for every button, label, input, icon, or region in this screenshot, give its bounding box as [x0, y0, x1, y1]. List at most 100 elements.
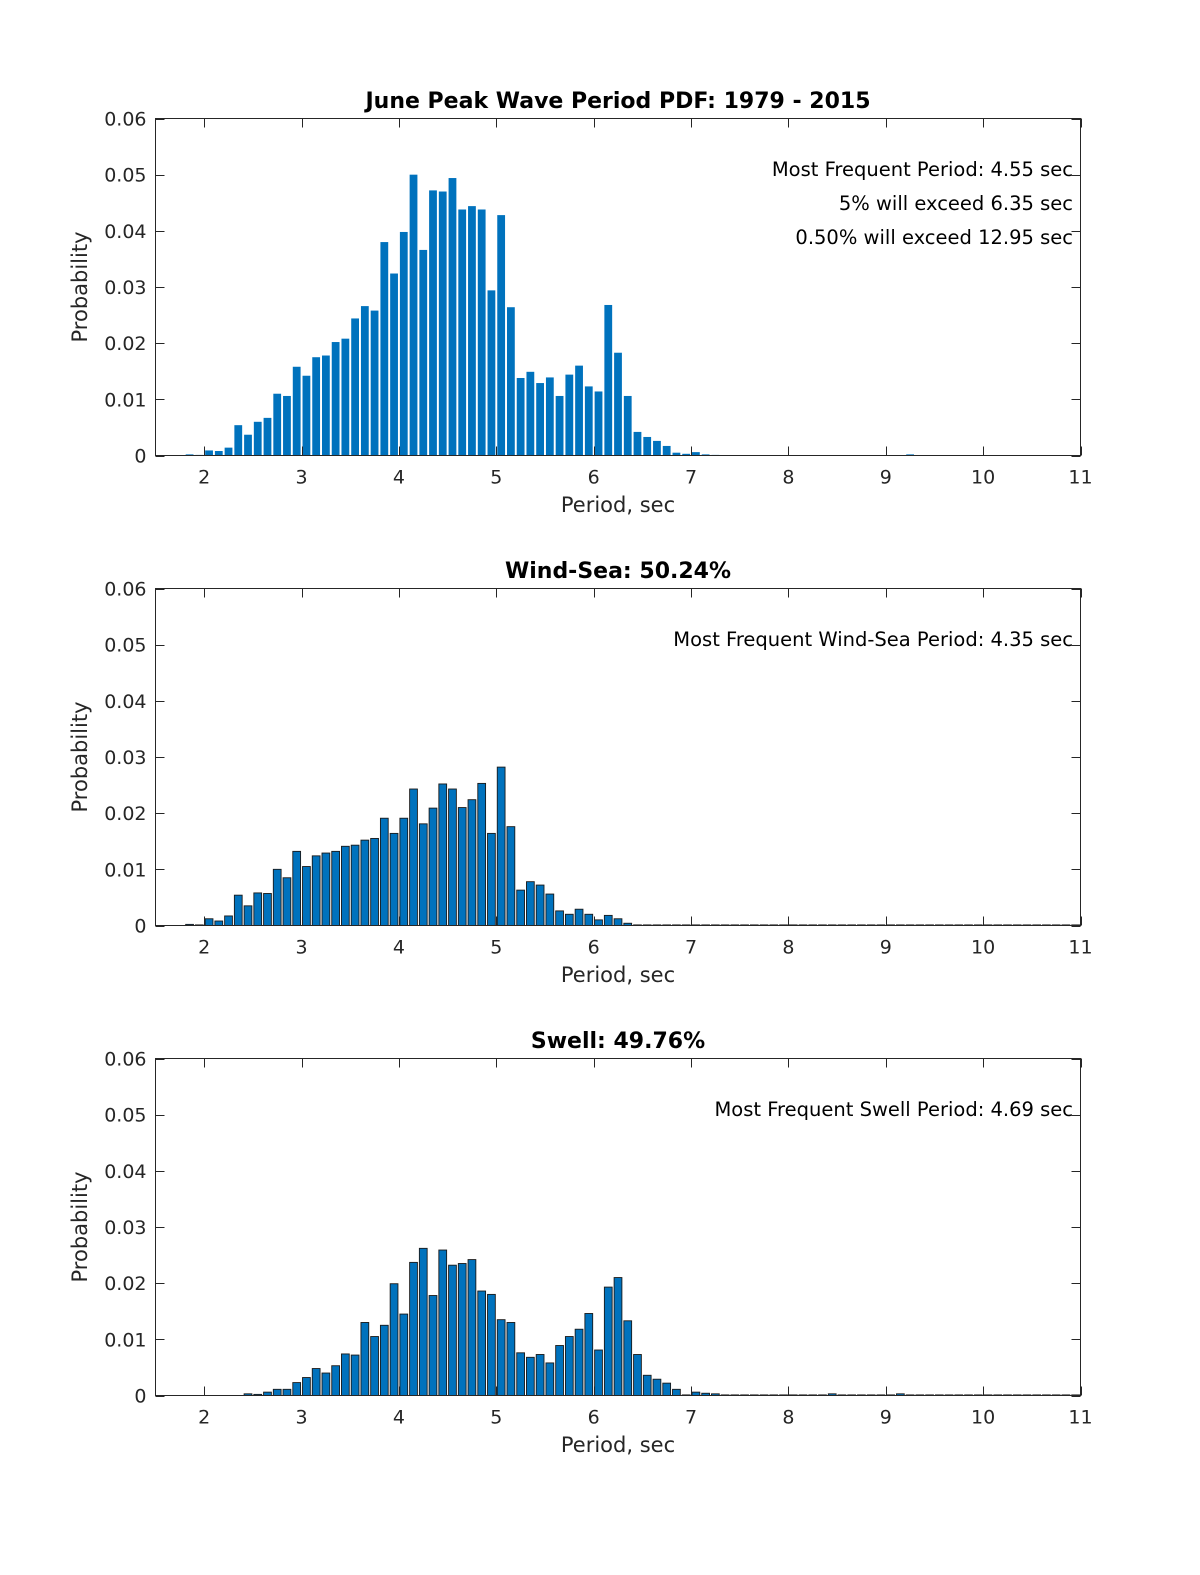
x-axis-label: Period, sec	[561, 493, 675, 517]
y-tick-labels: 0 0.01 0.02 0.03 0.04 0.05 0.06	[104, 1049, 146, 1408]
y-tick-label: 0.02	[104, 333, 146, 355]
bar	[535, 884, 545, 926]
x-tick-label: 9	[880, 937, 892, 959]
bar	[419, 249, 428, 456]
bar	[448, 788, 457, 926]
x-tick-label: 7	[685, 467, 697, 489]
bar	[390, 273, 398, 456]
bar	[185, 454, 194, 456]
bar	[389, 832, 399, 926]
x-tick-labels: 2 3 4 5 6 7 8 9 10 11	[198, 1407, 1092, 1429]
bar	[555, 910, 564, 926]
bar	[282, 877, 292, 926]
bar	[273, 393, 282, 456]
y-axis-label: Probability	[68, 231, 92, 342]
bar	[692, 452, 700, 456]
x-tick-label: 10	[971, 467, 995, 489]
axis-ticks	[155, 588, 1082, 927]
bar	[653, 440, 661, 456]
bar	[565, 374, 574, 456]
x-tick-label: 11	[1068, 1407, 1092, 1429]
bar	[574, 1328, 584, 1396]
bar	[467, 1259, 477, 1396]
bar	[545, 377, 554, 456]
bar	[253, 892, 263, 926]
x-tick-label: 3	[296, 1407, 308, 1429]
bar	[243, 905, 253, 926]
bar-series	[185, 766, 1080, 926]
x-tick-label: 2	[198, 1407, 210, 1429]
axis-ticks	[155, 118, 1082, 457]
panel-overall: June Peak Wave Period PDF: 1979 - 2015 2…	[68, 89, 1093, 517]
x-tick-label: 8	[782, 937, 794, 959]
bar-series	[185, 174, 914, 456]
bar	[672, 1388, 681, 1396]
bar	[370, 837, 379, 926]
x-tick-label: 9	[880, 467, 892, 489]
bar	[594, 919, 603, 926]
panel-wind-sea: Wind-Sea: 50.24% 2 3 4 5 6 7 8 9 10 11 00.010.020…	[68, 559, 1093, 987]
bar	[614, 352, 622, 456]
bar	[438, 783, 448, 926]
bar	[428, 1295, 438, 1396]
bar	[487, 832, 496, 926]
bar	[496, 766, 506, 926]
bar	[662, 445, 671, 456]
annotation-most-frequent-wind-sea: Most Frequent Wind-Sea Period: 4.35 sec	[673, 628, 1073, 651]
x-tick-label: 5	[490, 467, 502, 489]
bar	[428, 807, 438, 926]
bar	[234, 425, 243, 456]
y-tick-label: 0.03	[104, 1217, 146, 1239]
x-tick-label: 6	[588, 467, 600, 489]
bar	[341, 845, 350, 926]
bar	[564, 913, 574, 926]
bar	[292, 850, 302, 926]
bar	[233, 894, 243, 926]
bar	[380, 242, 389, 456]
bar	[292, 1382, 302, 1396]
bar	[331, 1365, 340, 1396]
y-tick-label: 0.05	[104, 165, 146, 187]
bar	[244, 434, 252, 456]
bar	[399, 817, 409, 926]
x-tick-label: 5	[490, 937, 502, 959]
bar	[214, 920, 224, 926]
bar	[555, 1345, 564, 1396]
y-tick-label: 0.04	[104, 1161, 146, 1183]
bar	[496, 1319, 506, 1396]
bar	[341, 338, 350, 456]
x-tick-label: 9	[880, 1407, 892, 1429]
bar	[311, 855, 321, 926]
bar	[448, 178, 457, 456]
bar	[360, 1322, 370, 1396]
y-tick-labels: 0 0.01 0.02 0.03 0.04 0.05 0.06	[104, 109, 146, 468]
y-axis-label: Probability	[68, 701, 92, 812]
bar	[214, 451, 223, 456]
bar-series	[243, 1247, 1080, 1396]
bar	[701, 454, 710, 456]
bar	[331, 342, 340, 456]
bar	[691, 1391, 701, 1396]
x-tick-label: 2	[198, 937, 210, 959]
bar	[584, 1313, 594, 1396]
bar	[613, 1277, 623, 1396]
bar	[409, 174, 418, 456]
bar	[224, 447, 233, 456]
y-axis-label: Probability	[68, 1171, 92, 1282]
bar	[282, 1388, 292, 1396]
bar	[536, 383, 544, 456]
bar	[311, 1368, 321, 1396]
bar	[516, 889, 525, 926]
bar	[497, 215, 506, 456]
bar	[399, 231, 408, 456]
bar	[399, 1313, 409, 1396]
bar	[613, 918, 623, 926]
bar	[643, 436, 652, 456]
bar	[302, 866, 311, 926]
x-tick-label: 6	[588, 937, 600, 959]
x-tick-label: 11	[1068, 937, 1092, 959]
bar	[263, 417, 272, 456]
x-tick-label: 11	[1068, 467, 1092, 489]
bar	[652, 1378, 662, 1396]
y-tick-label: 0.02	[104, 1273, 146, 1295]
